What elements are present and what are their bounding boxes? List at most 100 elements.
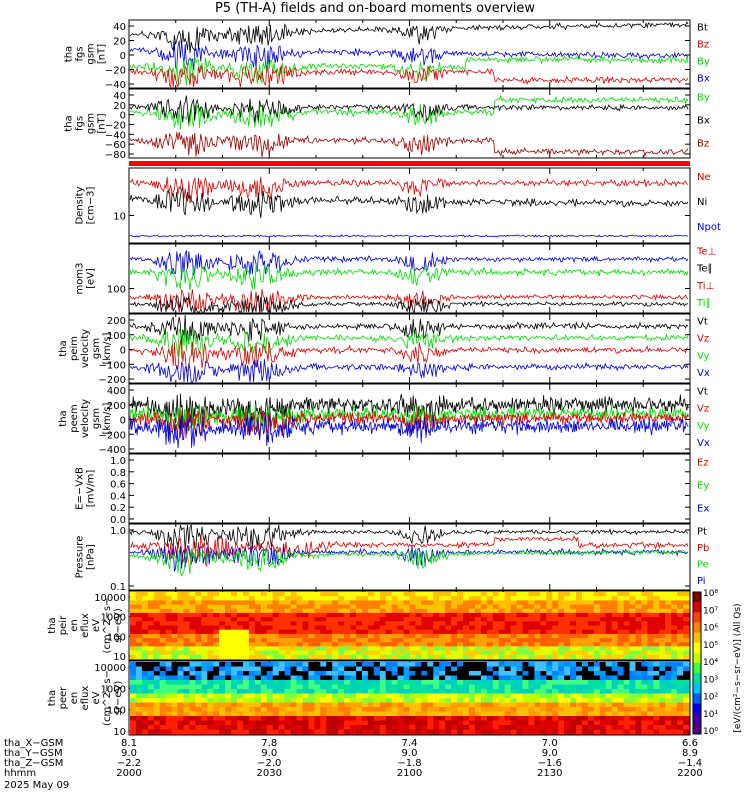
spectrogram-cell (391, 702, 399, 708)
spectrogram-cell (403, 629, 411, 635)
spectrogram-cell (510, 671, 518, 677)
spectrogram-cell (570, 725, 577, 731)
spectrogram-cell (587, 629, 595, 635)
spectrogram-cell (290, 680, 298, 686)
spectrogram-cell (177, 716, 185, 722)
spectrogram-cell (439, 702, 446, 708)
spectrogram-cell (409, 596, 416, 601)
spectrogram-cell (629, 654, 636, 660)
spectrogram-cell (647, 666, 654, 672)
spectrogram-cell (356, 621, 363, 627)
spectrogram-cell (397, 638, 405, 643)
spectrogram-cell (356, 693, 363, 699)
spectrogram-cell (403, 650, 411, 656)
spectrogram-cell (486, 680, 494, 686)
spectrogram-cell (671, 650, 678, 656)
spectrogram-cell (558, 638, 565, 643)
spectrogram-cell (373, 671, 381, 677)
spectrogram-cell (207, 646, 214, 652)
spectrogram-cell (243, 638, 250, 643)
spectrogram-cell (379, 711, 387, 717)
spectrogram-cell (605, 725, 613, 731)
spectrogram-cell (540, 707, 547, 713)
legend-Ne: Ne (697, 172, 711, 183)
spectrogram-cell (451, 671, 458, 677)
spectrogram-cell (373, 711, 381, 717)
spectrogram-cell (314, 629, 321, 635)
spectrogram-cell (486, 604, 494, 610)
spectrogram-cell (314, 716, 321, 722)
spectrogram-cell (177, 725, 185, 731)
spectrogram-cell (397, 698, 405, 704)
spectrogram-cell (516, 654, 523, 660)
spectrogram-cell (248, 675, 256, 681)
spectrogram-cell (558, 633, 565, 639)
spectrogram-cell (558, 646, 565, 652)
spectrogram-cell (225, 711, 232, 717)
spectrogram-cell (480, 689, 488, 695)
spectrogram-cell (463, 646, 470, 652)
spectrogram-cell (635, 638, 642, 643)
spectrogram-cell (171, 666, 179, 672)
y-axis-label-line: eflux (80, 686, 91, 711)
spectrogram-cell (421, 608, 428, 614)
spectrogram-cell (415, 680, 422, 686)
spectrogram-cell (373, 625, 381, 631)
spectrogram-cell (504, 725, 512, 731)
spectrogram-cell (433, 608, 440, 614)
spectrogram-cell (552, 592, 559, 597)
spectrogram-cell (587, 638, 595, 643)
y-tick-label: −400 (99, 445, 126, 456)
spectrogram-cell (326, 604, 333, 610)
spectrogram-cell (219, 662, 226, 668)
spectrogram-cell (576, 633, 583, 639)
spectrogram-cell (350, 698, 357, 704)
spectrogram-cell (552, 702, 559, 708)
spectrogram-cell (367, 596, 375, 601)
spectrogram-cell (457, 666, 464, 672)
spectrogram-cell (617, 604, 625, 610)
spectrogram-cell (552, 729, 559, 735)
spectrogram-cell (296, 621, 303, 627)
spectrogram-cell (480, 654, 488, 660)
spectrogram-cell (320, 642, 327, 648)
spectrogram-cell (474, 596, 482, 601)
spectrogram-cell (135, 612, 143, 618)
spectrogram-cell (248, 646, 256, 652)
spectrogram-cell (522, 702, 529, 708)
spectrogram-cell (272, 650, 280, 656)
spectrogram-cell (463, 612, 470, 618)
spectrogram-cell (516, 592, 523, 597)
spectrogram-cell (516, 629, 523, 635)
spectrogram-cell (254, 702, 262, 708)
spectrogram-cell (266, 671, 274, 677)
y-axis-label-line: en (69, 692, 80, 705)
spectrogram-cell (564, 596, 571, 601)
spectrogram-cell (361, 716, 369, 722)
spectrogram-cell (629, 600, 636, 606)
spectrogram-cell (629, 729, 636, 735)
spectrogram-cell (439, 693, 446, 699)
spectrogram-cell (510, 662, 518, 668)
spectrogram-cell (135, 702, 143, 708)
spectrogram-cell (314, 662, 321, 668)
spectrogram-cell (350, 720, 357, 726)
spectrogram-cell (213, 707, 220, 713)
spectrogram-cell (338, 638, 345, 643)
spectrogram-cell (171, 680, 179, 686)
spectrogram-cell (332, 629, 339, 635)
spectrogram-cell (165, 600, 173, 606)
spectrogram-cell (534, 650, 541, 656)
spectrogram-cell (558, 596, 565, 601)
spectrogram-cell (237, 671, 244, 677)
spectrogram-cell (266, 592, 274, 597)
spectrogram-cell (546, 707, 553, 713)
spectrogram-cell (254, 698, 262, 704)
spectrogram-cell (130, 671, 137, 677)
y-tick-label: 100 (107, 331, 126, 342)
spectrogram-cell (677, 604, 684, 610)
spectrogram-cell (522, 633, 529, 639)
spectrogram-cell (272, 707, 280, 713)
spectrogram-cell (219, 654, 226, 660)
spectrogram-cell (587, 693, 595, 699)
